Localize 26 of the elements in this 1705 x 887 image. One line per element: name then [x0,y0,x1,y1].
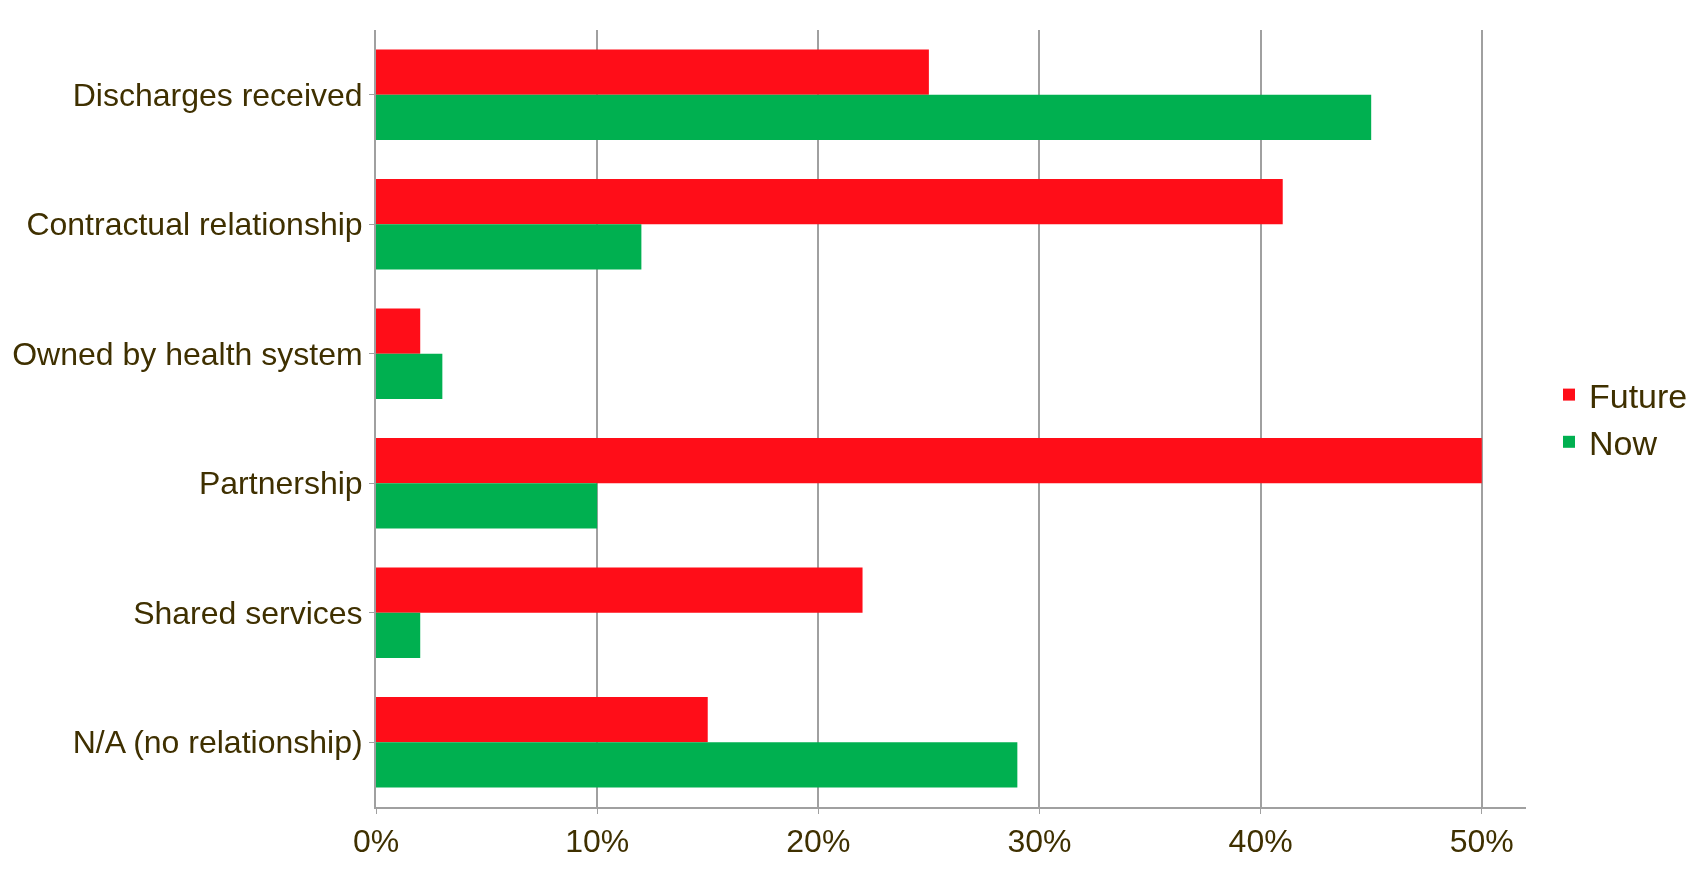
bar [376,696,708,743]
bar [376,49,929,95]
y-tick-label: Owned by health system [12,335,363,372]
bar [376,612,421,659]
x-tick-label: 0% [352,823,400,860]
x-tick-label: 20% [786,823,851,860]
bar [376,742,1018,788]
bar [376,437,1482,484]
y-tick-label: N/A (no relationship) [72,724,363,761]
legend-label: Now [1589,424,1658,463]
x-tick-label: 30% [1007,823,1072,860]
y-tick-label: Discharges received [72,76,363,113]
x-tick-label: 50% [1449,823,1514,860]
bar [376,567,863,613]
legend-label: Future [1589,376,1688,415]
bar [376,94,1372,141]
y-tick-label: Contractual relationship [26,206,363,243]
bar [376,483,598,529]
y-tick-label: Partnership [198,465,363,502]
bar [376,178,1283,225]
bar [376,353,443,400]
x-tick-label: 40% [1228,823,1293,860]
bar [376,224,642,270]
bar [376,308,421,354]
y-tick-label: Shared services [133,594,363,631]
x-tick-label: 10% [565,823,630,860]
